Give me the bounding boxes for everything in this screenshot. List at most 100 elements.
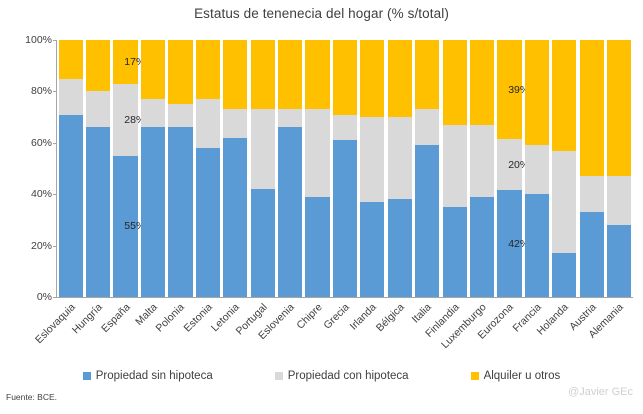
legend-label: Alquiler u otros [483, 370, 561, 382]
bar-column[interactable] [305, 40, 330, 297]
bar-column[interactable] [360, 40, 385, 297]
bar-segment[interactable] [524, 145, 549, 195]
bar-segment[interactable] [524, 40, 549, 146]
y-axis-tick-mark [53, 297, 57, 298]
legend-item[interactable]: Propiedad con hipoteca [274, 370, 409, 382]
bar-segment[interactable] [442, 40, 467, 125]
x-axis-category: España [99, 299, 138, 361]
bar-column[interactable] [524, 40, 549, 297]
bar-segment[interactable] [250, 109, 275, 190]
bar-segment[interactable] [140, 99, 166, 128]
bar-segment[interactable] [607, 40, 632, 177]
bar-segment[interactable] [86, 127, 111, 297]
bar-segment[interactable] [140, 40, 166, 100]
legend-label: Propiedad sin hipoteca [95, 370, 213, 382]
bar-column[interactable] [195, 40, 220, 297]
bar-segment[interactable] [223, 40, 248, 110]
bar-segment[interactable]: 42% [497, 190, 529, 297]
bar-segment[interactable] [387, 199, 412, 297]
bar-column[interactable] [332, 40, 358, 297]
bar-segment[interactable] [415, 145, 440, 297]
bar-segment[interactable] [607, 225, 632, 297]
bar-segment[interactable] [86, 91, 111, 128]
bar-segment[interactable] [360, 40, 385, 118]
bar-segment[interactable]: 20% [497, 139, 529, 191]
bar-segment[interactable]: 55% [113, 155, 145, 297]
y-axis-tick-label: 20% [30, 239, 52, 252]
bar-segment[interactable] [415, 109, 440, 146]
bar-segment[interactable] [524, 194, 549, 297]
bar-segment[interactable] [223, 109, 248, 138]
bar-segment[interactable] [332, 40, 358, 115]
x-axis-category: Alemania [586, 299, 631, 361]
bar-segment[interactable] [552, 253, 577, 297]
x-axis-category: Chipre [294, 299, 330, 361]
bar-segment[interactable] [360, 117, 385, 202]
bar-column[interactable]: 17% 28% 55% [113, 40, 145, 297]
bar-segment[interactable] [305, 196, 330, 297]
bar-segment[interactable] [442, 207, 467, 297]
legend-item[interactable]: Alquiler u otros [470, 370, 561, 382]
bar-segment[interactable] [58, 40, 83, 79]
bar-segment[interactable] [223, 137, 248, 297]
bar-segment[interactable] [168, 104, 193, 128]
bar-segment[interactable]: 17% [113, 40, 145, 84]
bar-column[interactable] [168, 40, 193, 297]
bar-segment[interactable] [195, 40, 220, 100]
bar-segment[interactable] [305, 109, 330, 197]
bar-column[interactable] [58, 40, 83, 297]
bar-segment[interactable] [140, 127, 166, 297]
bar-segment[interactable] [387, 40, 412, 118]
y-axis-tick-label: 40% [30, 188, 52, 201]
bar-segment[interactable]: 28% [113, 83, 145, 156]
bar-segment[interactable] [469, 40, 495, 125]
bar-segment[interactable] [195, 147, 220, 297]
bar-segment[interactable] [277, 109, 303, 128]
bar-column[interactable] [250, 40, 275, 297]
bar-segment[interactable] [305, 40, 330, 110]
bar-segment[interactable] [387, 117, 412, 200]
bar-segment[interactable] [469, 124, 495, 197]
bar-segment[interactable] [168, 127, 193, 297]
watermark: @Javier GEc [568, 386, 633, 398]
plot-area: 0% 20% 40% 60% 80% 100% 17% 28% 55% 39% 20% 42% [25, 34, 633, 303]
bar-segment[interactable] [58, 114, 83, 297]
legend-item[interactable]: Propiedad sin hipoteca [82, 370, 213, 382]
bar-segment[interactable] [415, 40, 440, 110]
bar-segment[interactable] [469, 196, 495, 297]
bar-column[interactable] [86, 40, 111, 297]
bar-segment[interactable] [552, 150, 577, 254]
bar-segment[interactable] [579, 176, 604, 213]
bar-segment[interactable]: 39% [497, 40, 529, 140]
bar-segment[interactable] [250, 189, 275, 297]
bar-segment[interactable] [442, 124, 467, 208]
bar-segment[interactable] [552, 40, 577, 151]
bar-segment[interactable] [360, 201, 385, 297]
bar-column[interactable]: 39% 20% 42% [497, 40, 529, 297]
bar-segment[interactable] [332, 114, 358, 141]
y-axis-tick-mark [53, 194, 57, 196]
bar-segment[interactable] [195, 99, 220, 148]
bar-segment[interactable] [250, 40, 275, 110]
bar-column[interactable] [387, 40, 412, 297]
bar-segment[interactable] [332, 140, 358, 297]
bar-column[interactable] [223, 40, 248, 297]
bar-segment[interactable] [86, 40, 111, 92]
bar-segment[interactable] [579, 40, 604, 177]
bar-segment[interactable] [168, 40, 193, 105]
bar-column[interactable] [415, 40, 440, 297]
y-axis-tick-label: 80% [30, 85, 52, 98]
bar-column[interactable] [140, 40, 166, 297]
bar-column[interactable] [277, 40, 303, 297]
bar-segment[interactable] [607, 176, 632, 226]
bar-column[interactable] [552, 40, 577, 297]
bar-column[interactable] [469, 40, 495, 297]
bar-column[interactable] [579, 40, 604, 297]
bar-segment[interactable] [277, 127, 303, 297]
bar-column[interactable] [607, 40, 632, 297]
bar-segment[interactable] [277, 40, 303, 110]
bar-segment[interactable] [579, 212, 604, 297]
bar-segment[interactable] [58, 78, 83, 115]
bar-column[interactable] [442, 40, 467, 297]
